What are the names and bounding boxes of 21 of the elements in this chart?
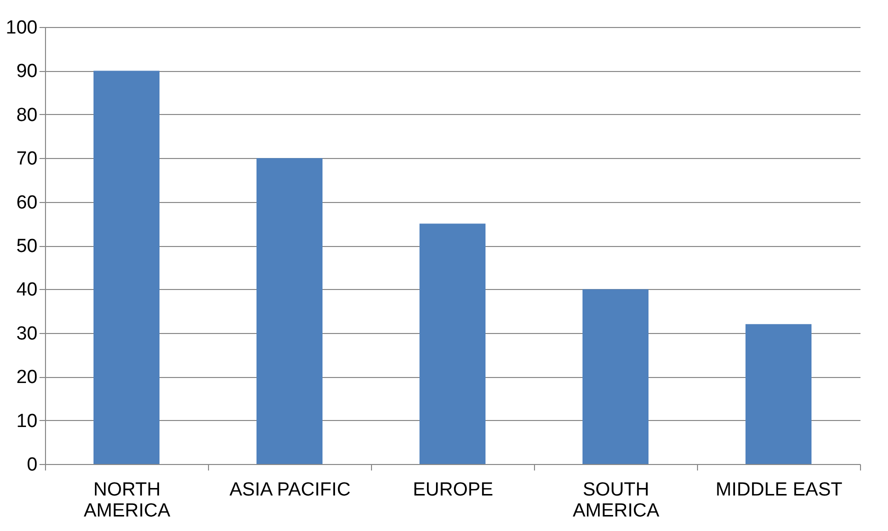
x-tick-label: NORTH AMERICA <box>84 480 171 522</box>
x-tick-label: SOUTH AMERICA <box>572 480 660 522</box>
x-tick-label: ASIA PACIFIC <box>229 480 351 500</box>
y-tick-label: 60 <box>16 192 38 214</box>
y-tick-label: 30 <box>16 323 38 344</box>
y-tick-label: 40 <box>16 280 38 301</box>
bar <box>746 324 812 464</box>
y-tick-label: 90 <box>16 61 38 82</box>
y-tick-label: 0 <box>26 454 38 476</box>
bar <box>582 289 648 464</box>
x-tick-label: MIDDLE EAST <box>716 480 843 500</box>
y-tick-label: 10 <box>16 410 38 432</box>
bar <box>256 158 322 464</box>
y-tick-label: 100 <box>6 18 38 38</box>
y-tick-label: 50 <box>16 236 38 257</box>
x-tick-label: EUROPE <box>412 480 494 500</box>
bar <box>94 70 160 464</box>
y-tick-label: 80 <box>16 104 38 126</box>
y-tick-label: 20 <box>16 367 38 388</box>
y-tick-label: 70 <box>16 148 38 170</box>
bar <box>420 224 486 464</box>
